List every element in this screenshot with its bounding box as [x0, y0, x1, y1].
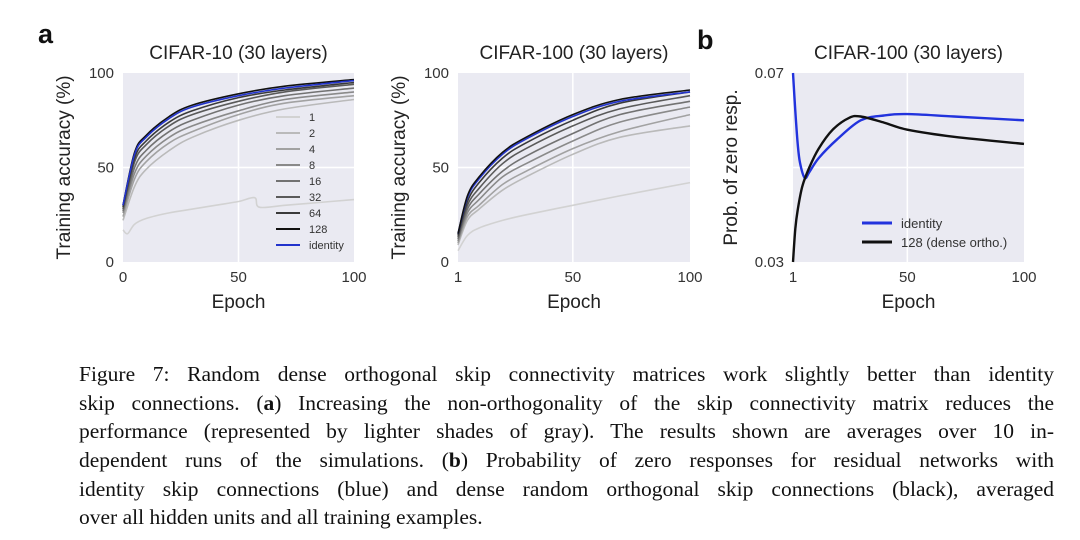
legend-label: 16 — [309, 176, 321, 188]
caption-text: Figure 7: Random dense orthogonal skip c… — [79, 362, 1054, 386]
series-line-4 — [122, 94, 355, 217]
caption-text: performance (represented by lighter shad… — [79, 419, 1054, 444]
legend: 1 2 4 8 16 32 64 128 identity — [276, 112, 344, 252]
chart-2: 1 50 100 0 50 100 CIFAR-100 (30 layers) Epoch Tr… — [389, 43, 703, 313]
caption-text: identity skip connections (blue) and den… — [79, 476, 1054, 501]
y-tick-label: 50 — [432, 160, 449, 177]
series-line-s6 — [457, 94, 691, 238]
y-tick-label: 0 — [106, 254, 114, 271]
panel-label-b: b — [697, 25, 714, 55]
legend-label: 128 — [309, 224, 327, 236]
series-line-16 — [122, 87, 355, 212]
y-tick-label: 50 — [97, 160, 114, 177]
chart-3: 1 50 100 0.03 0.07 CIFAR-100 (30 layers) Epoch… — [721, 43, 1037, 313]
legend-label: 2 — [309, 128, 315, 140]
x-tick-label: 0 — [119, 269, 127, 286]
x-tick-label: 50 — [230, 269, 247, 286]
series-line-2 — [122, 98, 355, 221]
series-line-s7 — [457, 91, 691, 236]
legend-label: 32 — [309, 192, 321, 204]
series-line-s9 — [457, 89, 691, 234]
y-tick-label: 100 — [89, 65, 114, 82]
series-line-identity — [122, 79, 355, 206]
legend-label: 64 — [309, 208, 321, 220]
series-line-128-dense-ortho- — [791, 114, 1025, 263]
caption-line: skip connections. (a) Increasing the non… — [79, 389, 1054, 418]
caption-line: Figure 7: Random dense orthogonal skip c… — [79, 360, 1054, 389]
chart-title: CIFAR-10 (30 layers) — [149, 43, 327, 64]
y-tick-label: 0.03 — [755, 254, 784, 271]
legend: identity 128 (dense ortho.) — [862, 216, 1007, 250]
y-tick-label: 0.07 — [755, 65, 784, 82]
legend-label: 8 — [309, 160, 315, 172]
series-line-s3 — [457, 113, 691, 244]
series-line-s5 — [457, 100, 691, 240]
series-line-1 — [122, 196, 355, 235]
legend-label: 4 — [309, 144, 315, 156]
series-line-s4 — [457, 106, 691, 242]
caption-text: ) Probability of zero responses for resi… — [460, 448, 1055, 473]
chart-title: CIFAR-100 (30 layers) — [814, 43, 1003, 64]
legend-label: identity — [309, 240, 344, 252]
caption-line: performance (represented by lighter shad… — [79, 417, 1054, 446]
x-tick-label: 100 — [677, 269, 702, 286]
y-tick-label: 100 — [424, 65, 449, 82]
caption-line: identity skip connections (blue) and den… — [79, 475, 1054, 504]
x-tick-label: 50 — [564, 269, 581, 286]
x-tick-label: 50 — [899, 269, 916, 286]
legend-label: 128 (dense ortho.) — [901, 235, 1007, 250]
series-line-identity — [791, 72, 1025, 180]
chart-1: 0 50 100 0 50 100 CIFAR-10 (30 layers) Epoch Tra… — [54, 43, 367, 313]
series-line-s2 — [457, 125, 691, 246]
x-tick-label: 100 — [341, 269, 366, 286]
caption-line: dependent runs of the simulations. (b) P… — [79, 446, 1054, 475]
y-tick-label: 0 — [441, 254, 449, 271]
x-tick-label: 1 — [454, 269, 462, 286]
legend-label: 1 — [309, 112, 315, 124]
x-tick-label: 100 — [1011, 269, 1036, 286]
chart-title: CIFAR-100 (30 layers) — [479, 43, 668, 64]
figure-panels: a b 0 50 100 0 50 100 CIFAR-10 (30 layers) Epoc… — [38, 19, 1037, 313]
x-axis-label: Epoch — [212, 292, 266, 313]
caption-text: skip connections. ( — [79, 390, 264, 415]
y-axis-label: Training accuracy (%) — [54, 75, 75, 259]
x-tick-label: 1 — [789, 269, 797, 286]
caption-text: dependent runs of the simulations. ( — [79, 448, 449, 473]
series-line-s1 — [457, 181, 691, 252]
caption-line: over all hidden units and all training e… — [79, 503, 1054, 532]
x-axis-label: Epoch — [882, 292, 936, 313]
caption-text: over all hidden units and all training e… — [79, 505, 483, 530]
legend-label: identity — [901, 216, 943, 231]
caption-panel-ref: a — [263, 390, 275, 415]
x-axis-label: Epoch — [547, 292, 601, 313]
series-line-8 — [122, 91, 355, 214]
series-line-32 — [122, 83, 355, 210]
series-line-64 — [122, 81, 355, 208]
y-axis-label: Prob. of zero resp. — [721, 89, 742, 245]
y-axis-label: Training accuracy (%) — [389, 75, 410, 259]
panel-label-a: a — [38, 19, 54, 49]
figure-caption: Figure 7: Random dense orthogonal skip c… — [79, 360, 1054, 532]
caption-panel-ref: b — [448, 448, 461, 473]
caption-text: ) Increasing the non-orthogonality of th… — [274, 390, 1054, 415]
